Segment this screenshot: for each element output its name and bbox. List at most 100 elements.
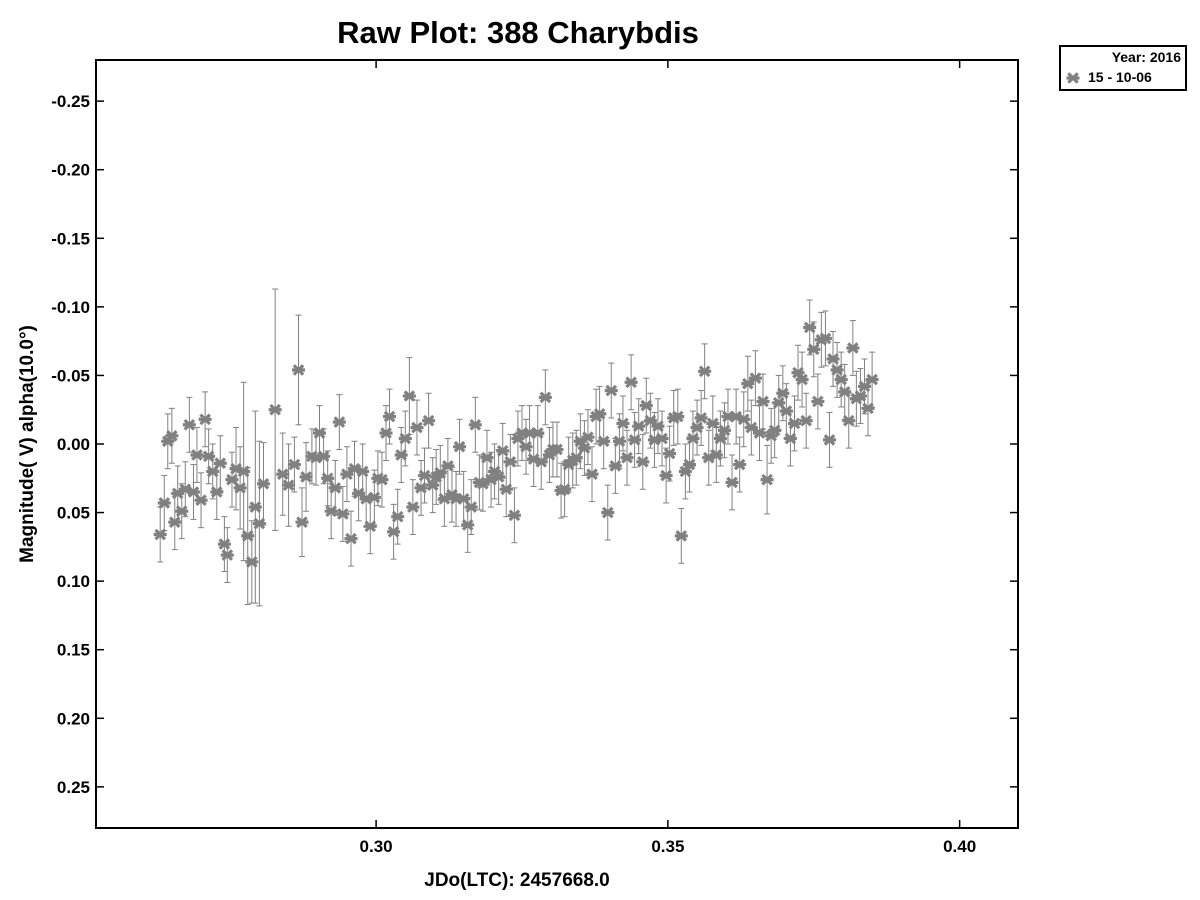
marker-stroke [838,386,851,398]
marker-stroke [842,414,855,427]
marker-stroke [780,405,793,417]
data-point [375,473,389,486]
marker-stroke [605,384,618,397]
data-point [406,501,420,513]
marker-stroke [337,508,349,520]
marker-stroke [695,412,707,424]
marker-stroke [179,483,192,496]
data-point [363,520,377,533]
data-point [760,473,774,486]
marker-stroke [282,479,295,491]
chart-title: Raw Plot: 388 Charybdis [337,15,699,50]
data-point [655,432,669,445]
data-point [616,417,630,430]
data-point [624,376,638,389]
marker-stroke [376,473,388,486]
marker-stroke [488,465,501,478]
marker-stroke [800,414,812,427]
data-point [182,418,196,431]
marker-stroke [733,458,746,471]
marker-stroke [158,497,171,509]
marker-stroke [772,397,785,409]
marker-stroke [166,429,178,442]
data-point [220,549,234,561]
marker-stroke [625,376,637,389]
marker-stroke [249,501,262,513]
data-point [398,432,412,445]
marker-stroke [570,451,583,464]
data-point [198,413,212,426]
data-point [287,458,301,471]
marker-stroke [792,366,804,379]
marker-stroke [726,476,738,489]
data-point [464,501,478,513]
marker-stroke [383,410,396,423]
y-tick-label: 0.00 [57,435,90,454]
data-point [344,532,358,545]
marker-stroke [730,410,742,423]
marker-stroke [745,421,758,434]
marker-stroke [411,421,423,434]
y-tick-label: 0.25 [57,778,90,797]
data-point [282,479,296,491]
marker-stroke [621,451,633,464]
data-point [752,427,766,439]
data-point [585,468,599,480]
marker-stroke [531,427,544,439]
marker-stroke [749,372,762,384]
marker-stroke [492,471,505,483]
data-point [268,403,282,416]
marker-stroke [831,364,843,376]
data-point [418,469,432,482]
y-tick-label: -0.25 [51,92,90,111]
data-point [846,342,860,354]
marker-stroke [671,410,684,423]
marker-stroke [154,528,167,541]
marker-stroke [652,420,664,432]
marker-stroke [827,353,839,365]
data-point [321,472,335,485]
data-point [706,417,720,430]
marker-stroke [508,509,521,522]
data-point [291,364,305,376]
data-point [213,457,227,470]
data-point [818,332,832,345]
data-point [807,343,821,356]
legend-box [1059,45,1187,91]
marker-stroke [663,447,676,460]
marker-stroke [807,343,820,356]
y-tick-label: 0.10 [57,572,90,591]
marker-stroke [422,414,435,427]
data-point [604,384,618,397]
x-axis-label: JDo(LTC): 2457668.0 [424,870,610,891]
data-point [550,443,564,456]
y-tick-label: -0.10 [51,298,90,317]
marker-stroke [387,525,400,538]
data-point [328,482,342,494]
data-point [725,476,739,489]
marker-stroke [609,460,622,472]
data-point [165,429,179,442]
data-point [671,410,685,423]
data-point [190,449,204,461]
marker-stroke [854,390,867,402]
marker-stroke [761,473,773,486]
data-point [733,458,747,471]
marker-stroke [407,501,419,513]
marker-stroke [597,435,610,448]
marker-stroke [457,493,470,505]
x-axis-ticks: 0.30 0.35 0.40 [360,60,976,856]
marker-stroke [269,403,281,416]
marker-stroke [321,472,334,485]
data-point [453,440,467,453]
marker-stroke [465,501,478,513]
data-point [601,506,615,519]
legend-title: Year: 2016 [1112,49,1181,65]
marker-stroke [866,373,878,386]
data-point [507,509,521,522]
marker-stroke [551,443,563,456]
marker-stroke [819,332,832,345]
marker-stroke [737,413,750,426]
data-point [256,477,270,490]
marker-stroke [714,432,727,445]
